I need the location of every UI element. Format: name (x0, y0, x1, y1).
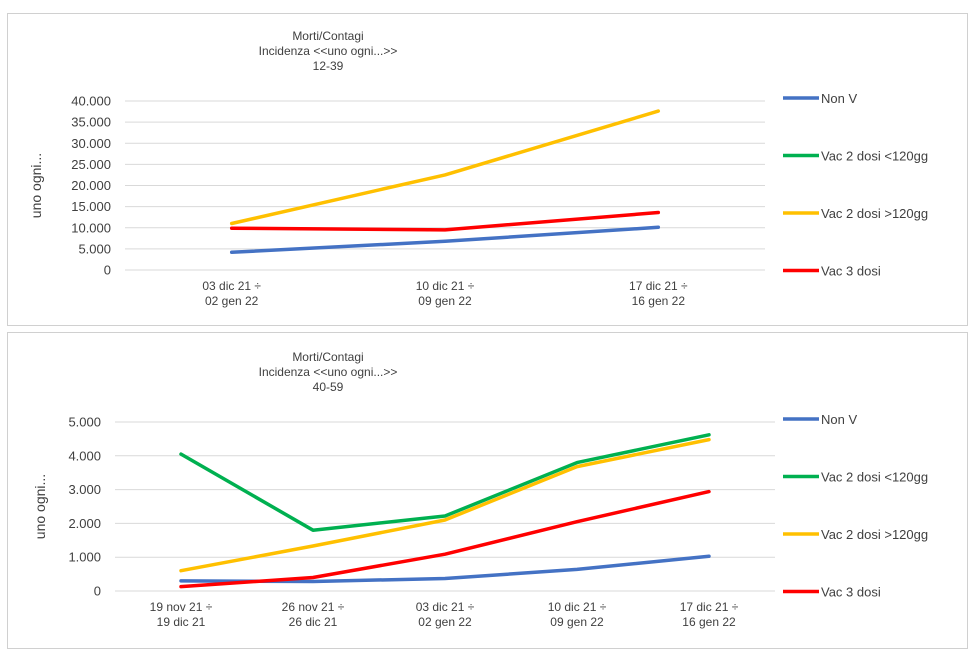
chart-subtitle: Incidenza <<uno ogni...>> (258, 365, 398, 379)
x-tick-label: 16 gen 22 (632, 294, 686, 308)
x-tick-label: 03 dic 21 ÷ (416, 600, 475, 614)
x-tick-label: 03 dic 21 ÷ (202, 279, 261, 293)
legend-label: Non V (821, 412, 857, 427)
legend-label: Vac 2 dosi <120gg (821, 470, 928, 485)
y-tick-label: 2.000 (68, 516, 101, 531)
y-tick-label: 3.000 (68, 482, 101, 497)
chart-panel-40-59: Morti/Contagi Incidenza <<uno ogni...>> … (7, 332, 968, 649)
y-axis-title: uno ogni... (28, 153, 44, 218)
x-tick-label: 17 dic 21 ÷ (680, 600, 739, 614)
series-line (229, 225, 661, 255)
chart-panel-12-39: Morti/Contagi Incidenza <<uno ogni...>> … (7, 13, 968, 326)
series-line (179, 489, 711, 589)
legend-label: Vac 3 dosi (821, 264, 881, 279)
x-tick-label: 16 gen 22 (682, 615, 736, 629)
y-tick-label: 5.000 (68, 415, 101, 430)
line-chart-40-59: 0 1.000 2.000 3.000 4.000 5.000 uno ogni... 19 … (32, 412, 928, 629)
y-tick-label: 10.000 (71, 220, 111, 235)
chart-age-group: 12-39 (312, 59, 344, 73)
legend-label: Vac 2 dosi >120gg (821, 206, 928, 221)
y-tick-label: 0 (104, 263, 111, 278)
x-tick-label: 17 dic 21 ÷ (629, 279, 688, 293)
chart-age-group: 40-59 (312, 380, 344, 394)
legend-label: Vac 3 dosi (821, 585, 881, 600)
y-tick-label: 35.000 (71, 115, 111, 130)
x-tick-label: 02 gen 22 (205, 294, 259, 308)
x-tick-label: 10 dic 21 ÷ (548, 600, 607, 614)
x-tick-label: 10 dic 21 ÷ (416, 279, 475, 293)
x-tick-label: 02 gen 22 (418, 615, 472, 629)
x-tick-label: 09 gen 22 (418, 294, 472, 308)
y-tick-label: 4.000 (68, 448, 101, 463)
legend-label: Non V (821, 91, 857, 106)
chart-title: Morti/Contagi (292, 350, 364, 364)
y-tick-label: 25.000 (71, 157, 111, 172)
y-tick-label: 0 (94, 584, 101, 599)
series-line (179, 554, 711, 584)
y-tick-label: 15.000 (71, 199, 111, 214)
y-tick-label: 5.000 (78, 241, 111, 256)
x-tick-label: 26 dic 21 (289, 615, 338, 629)
y-tick-label: 1.000 (68, 550, 101, 565)
y-tick-label: 20.000 (71, 178, 111, 193)
y-tick-label: 40.000 (71, 94, 111, 109)
series-line (179, 437, 711, 573)
series-line (229, 109, 661, 226)
x-tick-label: 26 nov 21 ÷ (282, 600, 345, 614)
y-axis-title: uno ogni... (32, 474, 48, 539)
x-tick-label: 09 gen 22 (550, 615, 604, 629)
series-line (229, 210, 661, 232)
legend-label: Vac 2 dosi >120gg (821, 527, 928, 542)
chart-subtitle: Incidenza <<uno ogni...>> (258, 44, 398, 58)
series-line (179, 433, 711, 532)
line-chart-12-39: 0 5.000 10.000 15.000 20.000 25.000 30.000 35.0… (28, 91, 928, 308)
x-tick-label: 19 dic 21 (157, 615, 206, 629)
x-tick-label: 19 nov 21 ÷ (150, 600, 213, 614)
legend-label: Vac 2 dosi <120gg (821, 149, 928, 164)
chart-title: Morti/Contagi (292, 29, 364, 43)
y-tick-label: 30.000 (71, 136, 111, 151)
